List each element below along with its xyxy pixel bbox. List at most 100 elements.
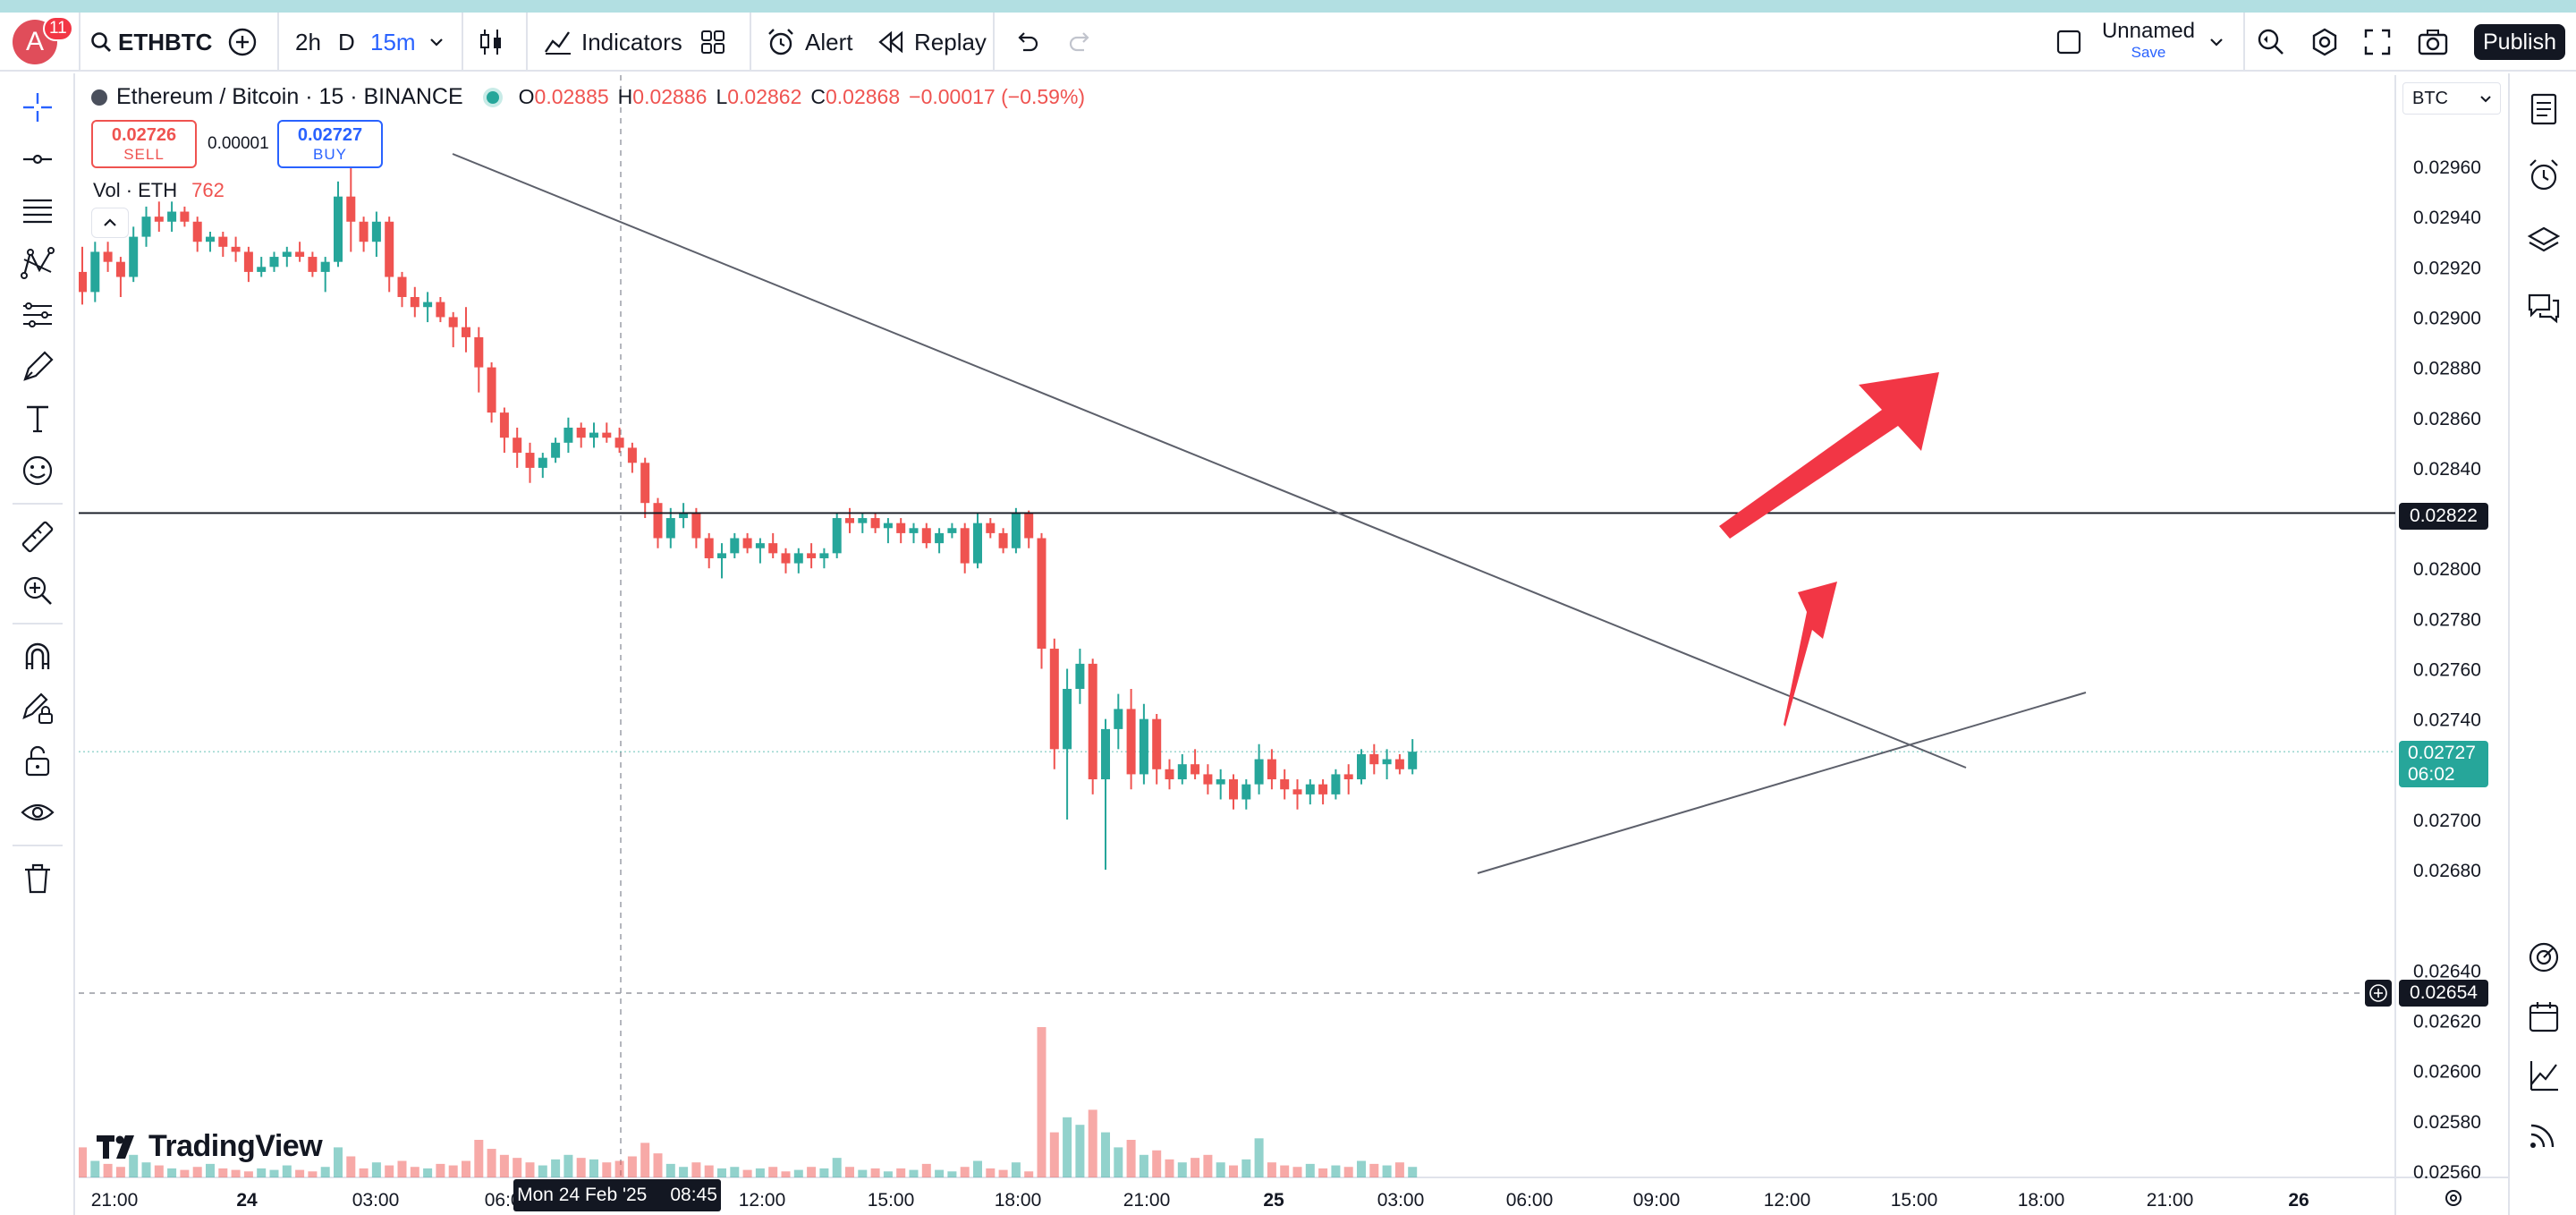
keep-drawing-tool[interactable] [16, 687, 59, 730]
volume-label: Vol · ETH [93, 179, 178, 201]
currency-selector[interactable]: BTC [2402, 82, 2501, 115]
lock-icon [25, 745, 50, 777]
volume-bar [397, 1160, 407, 1177]
chart-type-button[interactable] [478, 13, 504, 72]
volume-bar [1331, 1165, 1341, 1177]
candle-body [180, 211, 190, 222]
high-label: H [617, 85, 633, 108]
volume-bar [487, 1149, 496, 1177]
object-tree-button[interactable] [2522, 220, 2565, 263]
candle-body [359, 221, 369, 242]
compare-symbol-button[interactable] [227, 13, 258, 72]
time-tick-label: 12:00 [1764, 1190, 1811, 1211]
interval-d[interactable]: D [338, 13, 355, 72]
layout-dropdown[interactable] [2207, 13, 2225, 72]
templates-button[interactable] [699, 13, 726, 72]
symbol-label: ETHBTC [118, 28, 213, 55]
interval-dropdown[interactable] [428, 13, 445, 72]
fullscreen-button[interactable] [2363, 13, 2392, 72]
buy-button[interactable]: 0.02727 BUY [277, 120, 383, 168]
price-tick-label: 0.02740 [2413, 710, 2481, 731]
pattern-tool[interactable] [16, 242, 59, 285]
remove-drawings-tool[interactable] [16, 857, 59, 900]
zoom-search-icon [2258, 29, 2284, 55]
volume-bar [665, 1163, 675, 1177]
descending-trendline [452, 153, 1967, 769]
time-axis-settings-button[interactable] [2440, 1185, 2467, 1211]
interval-d-label: D [338, 28, 355, 55]
candle-body [1216, 779, 1225, 785]
symbol-legend: Ethereum / Bitcoin · 15 · BINANCE O 0.028… [91, 84, 1085, 110]
candle-body [576, 427, 586, 438]
interval-15m[interactable]: 15m [370, 13, 416, 72]
chats-button[interactable] [2522, 286, 2565, 329]
hotlists-button[interactable] [2522, 936, 2565, 979]
icon-tool[interactable] [16, 449, 59, 492]
calendar-button[interactable] [2522, 995, 2565, 1038]
candle-body [513, 438, 522, 454]
rewind-icon [878, 30, 903, 54]
volume-bar [870, 1168, 880, 1177]
market-status-icon[interactable] [486, 90, 499, 104]
magnet-tool[interactable] [16, 635, 59, 678]
pencil-lock-icon [22, 692, 53, 724]
price-tick-label: 0.02880 [2413, 359, 2481, 379]
collapse-legend-button[interactable] [91, 208, 129, 238]
volume-bar [589, 1159, 598, 1177]
sell-label: SELL [123, 146, 165, 163]
hide-drawings-tool[interactable] [16, 791, 59, 834]
trend-line-tool[interactable] [16, 138, 59, 181]
candle-body [665, 518, 675, 539]
broadcast-icon [2530, 1124, 2555, 1148]
measure-tool[interactable] [16, 515, 59, 558]
volume-bar [1343, 1167, 1353, 1177]
candle-body [308, 257, 318, 272]
candle-body [1126, 709, 1136, 775]
volume-bar [513, 1158, 522, 1177]
text-tool[interactable] [16, 397, 59, 440]
snapshot-button[interactable] [2417, 13, 2449, 72]
candle-body [1280, 779, 1290, 790]
chart-pane[interactable]: 0.02960 0.02940 0.02920 0.02900 0.02880 0.028… [79, 75, 2508, 1215]
quick-search-button[interactable] [2256, 13, 2286, 72]
add-alert-button[interactable] [2365, 980, 2392, 1007]
interval-2h[interactable]: 2h [295, 13, 321, 72]
volume-bar [231, 1169, 241, 1177]
lock-drawings-tool[interactable] [16, 739, 59, 782]
publish-button[interactable]: Publish [2474, 24, 2565, 60]
sell-button[interactable]: 0.02726 SELL [91, 120, 197, 168]
eye-icon [21, 803, 55, 821]
replay-button[interactable]: Replay [877, 13, 987, 72]
alert-button[interactable]: Alert [766, 13, 852, 72]
chart-canvas[interactable]: 0.02960 0.02940 0.02920 0.02900 0.02880 0.028… [79, 75, 2508, 1215]
fib-tool[interactable] [16, 190, 59, 233]
volume-bar [1229, 1165, 1238, 1177]
crosshair-tool[interactable] [16, 86, 59, 129]
layout-name[interactable]: Unnamed Save [2102, 13, 2195, 72]
candle-body [717, 553, 726, 558]
prediction-tool[interactable] [16, 293, 59, 336]
settings-button[interactable] [2309, 13, 2340, 72]
layout-name-label: Unnamed [2101, 19, 2196, 43]
indicators-button[interactable]: Indicators [544, 13, 682, 72]
streams-button[interactable] [2522, 1113, 2565, 1156]
candle-body [986, 523, 996, 533]
alerts-button[interactable] [2522, 154, 2565, 197]
volume-bar [935, 1169, 945, 1177]
undo-button[interactable] [1013, 13, 1039, 72]
watchlist-button[interactable] [2522, 88, 2565, 131]
symbol-search-button[interactable]: ETHBTC [89, 13, 212, 72]
brush-tool[interactable] [16, 345, 59, 388]
volume-bar [742, 1169, 752, 1177]
ideas-button[interactable] [2522, 1054, 2565, 1097]
close-value: 0.02868 [826, 85, 901, 108]
candle-body [883, 523, 893, 529]
redo-button[interactable] [1068, 13, 1095, 72]
candle-body [1191, 764, 1200, 775]
avatar[interactable]: A 11 [13, 13, 73, 72]
zoom-tool[interactable] [16, 569, 59, 612]
candle-body [1063, 688, 1072, 750]
time-tick-label: 18:00 [995, 1190, 1042, 1211]
volume-bar [755, 1168, 765, 1177]
layout-button[interactable] [2055, 13, 2082, 72]
